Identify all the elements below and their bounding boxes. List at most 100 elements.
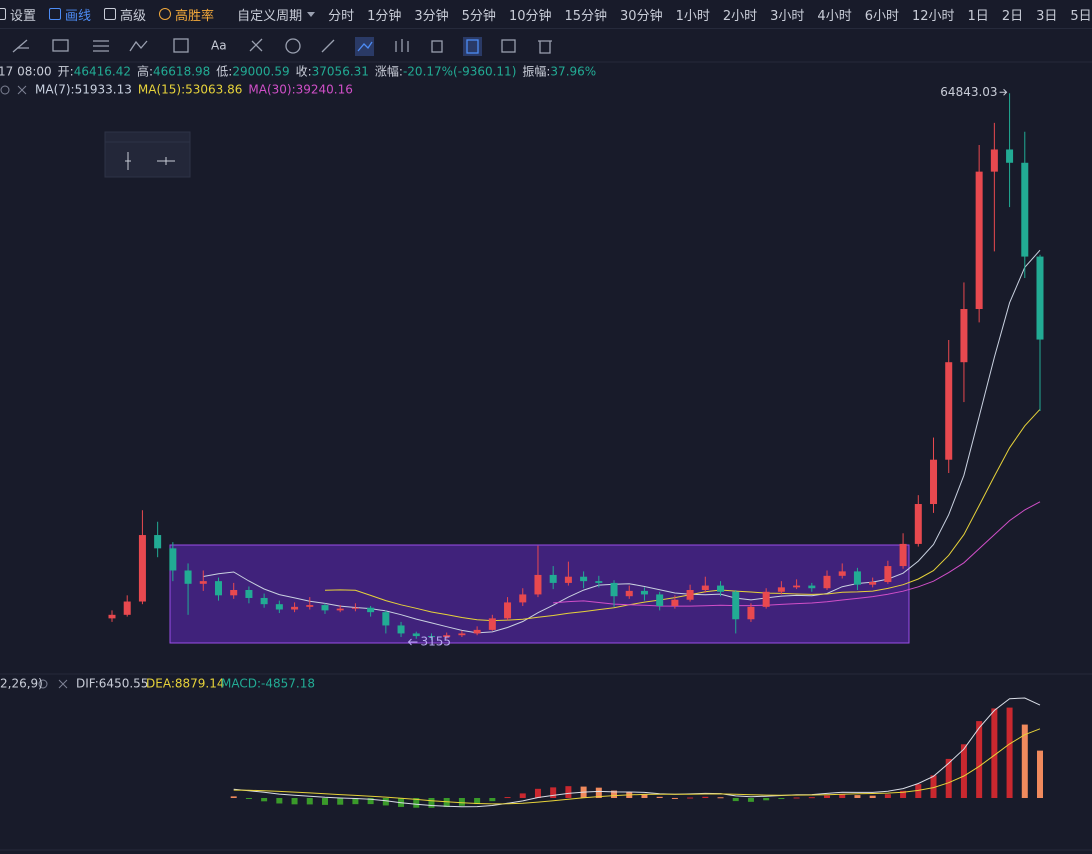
toolbar-label: 5日 [1070, 8, 1092, 24]
macd-bar [352, 798, 359, 805]
candle-body [656, 594, 664, 606]
toolbar-item[interactable]: 3小时 [770, 5, 804, 24]
tool-channel[interactable] [93, 40, 109, 52]
toolbar-label: 分时 [328, 8, 355, 24]
candle-body [914, 504, 922, 544]
tool-measure[interactable] [173, 38, 189, 53]
toolbar-item[interactable]: 高级 [104, 5, 146, 24]
macd-settings[interactable] [38, 679, 48, 689]
toolbar-item[interactable]: 自定义周期 [237, 5, 316, 24]
toolbar-label: 画线 [65, 8, 92, 24]
toolbar-label: 3分钟 [414, 8, 449, 24]
info-text: 振幅: [522, 64, 550, 79]
toolbar-item[interactable]: 分时 [328, 5, 354, 24]
tool-rect[interactable] [52, 39, 69, 52]
candle-body [564, 576, 572, 583]
tool-active[interactable] [355, 37, 374, 56]
info-text: 17 08:00 [0, 65, 52, 79]
candle-body [610, 582, 618, 597]
toolbar-item[interactable]: 5日 [1070, 5, 1091, 24]
macd-bar [687, 797, 694, 799]
candle-body [154, 535, 162, 549]
tool-candles[interactable] [395, 39, 409, 52]
candle-body [427, 636, 435, 638]
candle-body [458, 633, 466, 636]
candle-body [275, 604, 283, 610]
toolbar-item[interactable]: 10分钟 [509, 5, 552, 24]
candle-body [975, 171, 983, 310]
toolbar-item[interactable]: 1小时 [676, 5, 710, 24]
float-panel-icons[interactable] [125, 152, 175, 170]
info-text: 46618.98 [153, 65, 210, 79]
macd-bar [611, 790, 618, 798]
candle-body [960, 309, 968, 363]
tool-circle[interactable] [285, 38, 301, 54]
tool-active2[interactable] [463, 37, 482, 56]
toolbar-item[interactable]: 30分钟 [620, 5, 663, 24]
tool-text[interactable]: Aa [211, 39, 227, 53]
low-annotation: 3155 [420, 635, 451, 649]
macd-bar [839, 794, 846, 798]
toolbar-label: 10分钟 [508, 8, 552, 24]
tool-line[interactable] [12, 39, 29, 53]
toolbar-label: 1分钟 [367, 8, 402, 24]
macd-bar [261, 798, 268, 802]
candle-body [869, 582, 877, 585]
candle-body [245, 590, 253, 598]
toolbar-item[interactable]: 3日 [1036, 5, 1057, 24]
dea-label: DEA:8879.14 [146, 677, 225, 691]
tool-fib[interactable] [249, 38, 263, 52]
toolbar-label: 高胜率 [175, 8, 215, 24]
candle-body [214, 581, 222, 596]
ma-close[interactable] [17, 85, 27, 95]
toolbar-item[interactable]: 高胜率 [159, 5, 214, 24]
macd-bar [367, 798, 374, 805]
macd-bar [945, 758, 952, 798]
tool-lock[interactable] [431, 40, 443, 53]
macd-bar [900, 790, 907, 798]
candle-body [671, 599, 679, 606]
candle-body [1006, 149, 1014, 163]
tool-active-icon[interactable] [357, 41, 373, 52]
tool-wave[interactable] [129, 40, 148, 52]
toolbar-item[interactable]: 3分钟 [414, 5, 448, 24]
macd-bar [382, 798, 389, 806]
candle-body [640, 590, 648, 595]
arrow [999, 88, 1008, 96]
candle-body [367, 607, 375, 613]
toolbar-item[interactable]: 设置 [0, 5, 36, 24]
candle-body [732, 591, 740, 620]
toolbar-item[interactable]: 画线 [49, 5, 91, 24]
ma-legend: MA(30):39240.16 [248, 83, 353, 97]
toolbar-label: 3小时 [770, 8, 805, 24]
ma-legend: MA(7):51933.13 [35, 83, 132, 97]
high-annotation: 64843.03 [940, 85, 997, 99]
toolbar-label: 4小时 [817, 8, 852, 24]
toolbar-item[interactable]: 15分钟 [564, 5, 607, 24]
macd-bar [1037, 750, 1043, 798]
ma-legend: MA(15):53063.86 [138, 83, 243, 97]
tool-edit[interactable] [501, 39, 516, 53]
macd-bar [747, 798, 754, 802]
toolbar-item[interactable]: 6小时 [865, 5, 899, 24]
tool-ruler[interactable] [321, 39, 335, 53]
toolbar-item[interactable]: 2日 [1002, 5, 1023, 24]
toolbar-item[interactable]: 1日 [968, 5, 989, 24]
candle-body [747, 606, 755, 620]
toolbar-item[interactable]: 4小时 [817, 5, 851, 24]
macd-bar [474, 798, 481, 805]
macd-bar [337, 798, 344, 805]
toolbar-item[interactable]: 2小时 [723, 5, 757, 24]
macd-bar [1006, 707, 1013, 798]
ma-line [203, 249, 1041, 634]
tool-active2-icon[interactable] [466, 39, 479, 54]
macd-close[interactable] [58, 679, 68, 689]
macd-label: MACD:-4857.18 [221, 677, 315, 691]
tool-delete[interactable] [538, 40, 552, 54]
toolbar-item[interactable]: 12小时 [912, 5, 955, 24]
toolbar-item[interactable]: 5分钟 [462, 5, 496, 24]
macd-bar [915, 784, 922, 798]
ma-settings[interactable] [0, 85, 10, 95]
toolbar-item[interactable]: 1分钟 [367, 5, 401, 24]
